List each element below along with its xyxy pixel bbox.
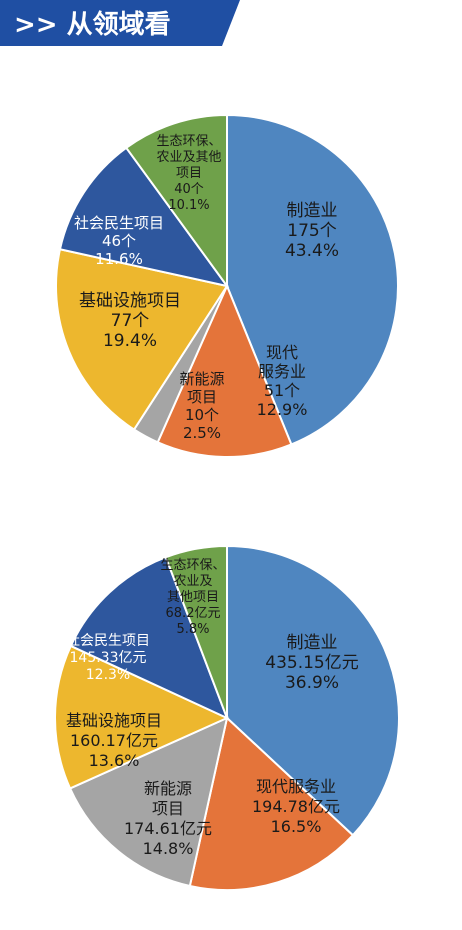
slice-label-line: 160.17亿元: [70, 731, 158, 750]
slice-label-line: 现代服务业: [256, 777, 336, 796]
slice-label-line: 51个: [264, 381, 300, 400]
slice-label-line: 16.5%: [271, 817, 322, 836]
slice-label-line: 生态环保、: [160, 558, 225, 573]
slice-label-line: 174.61亿元: [124, 819, 212, 838]
slice-label-line: 13.6%: [89, 751, 140, 770]
slice-label-line: 19.4%: [103, 331, 157, 351]
pie-slice-1: [226, 544, 400, 837]
slice-label-6: 生态环保、农业及其他项目 68.2亿元 5.8%: [160, 558, 225, 637]
banner-title: >> 从领域看: [14, 9, 171, 40]
slice-label-line: 现代: [266, 343, 298, 362]
slice-label-line: 46个: [102, 232, 136, 250]
slice-label-line: 77个: [111, 311, 150, 331]
slice-label-line: 12.9%: [257, 400, 308, 419]
slice-label-2: 现代服务业 51个 12.9%: [257, 343, 308, 419]
slice-label-line: 145.33亿元: [70, 650, 147, 666]
pie-slice-2: [188, 716, 355, 891]
slice-label-line: 制造业: [287, 633, 338, 653]
slice-label-3: 新能源项目 10个 2.5%: [179, 370, 224, 442]
slice-label-4: 基础设施项目 77个 19.4%: [79, 291, 181, 351]
slice-label-line: 基础设施项目: [79, 291, 181, 311]
pie-chart-count: 制造业 175个 43.4%现代服务业 51个 12.9%新能源项目 10个 2.5%基础设…: [55, 113, 399, 458]
slice-label-line: 10个: [185, 406, 219, 424]
slice-label-line: 175个: [287, 221, 336, 241]
pie-chart-investment: 制造业 435.15亿元 36.9%现代服务业 194.78亿元 16.5%新能源项目 1…: [54, 544, 400, 891]
slice-label-2: 现代服务业 194.78亿元 16.5%: [252, 777, 340, 836]
slice-label-line: 36.9%: [285, 673, 339, 693]
pie-slice-5: [58, 146, 230, 288]
slice-label-line: 新能源: [144, 779, 192, 798]
slice-label-6: 生态环保、农业及其他项目 40个 10.1%: [156, 134, 221, 213]
pie-slice-5: [69, 555, 229, 720]
slice-label-5: 社会民生项目 46个 11.6%: [74, 214, 164, 268]
pie-slice-4: [54, 644, 230, 790]
slice-label-line: 服务业: [258, 362, 306, 381]
pie-slice-2: [156, 283, 293, 458]
slice-label-line: 项目: [176, 166, 202, 181]
slice-label-line: 10.1%: [168, 198, 209, 213]
pie-slice-1: [226, 113, 399, 446]
pie-slice-6: [164, 544, 228, 719]
slice-label-line: 11.6%: [95, 250, 143, 268]
section-banner: >> 从领域看: [0, 0, 240, 46]
pie-slice-4: [55, 248, 229, 431]
slice-label-4: 基础设施项目 160.17亿元 13.6%: [66, 711, 162, 770]
slice-label-1: 制造业 435.15亿元 36.9%: [265, 633, 358, 693]
slice-label-1: 制造业 175个 43.4%: [285, 201, 339, 261]
slice-label-line: 农业及: [173, 574, 212, 589]
slice-label-line: 5.8%: [176, 622, 209, 637]
slice-label-line: 社会民生项目: [74, 214, 164, 232]
slice-label-line: 14.8%: [143, 839, 194, 858]
pie-slice-3: [68, 716, 229, 888]
slice-label-line: 435.15亿元: [265, 653, 358, 673]
slice-label-line: 农业及其他: [156, 150, 221, 165]
slice-label-line: 项目: [187, 388, 217, 406]
slice-label-line: 194.78亿元: [252, 797, 340, 816]
slice-label-line: 40个: [174, 182, 204, 197]
slice-label-line: 12.3%: [86, 667, 130, 683]
slice-label-line: 43.4%: [285, 241, 339, 261]
slice-label-line: 生态环保、: [156, 134, 221, 149]
slice-label-line: 制造业: [287, 201, 338, 221]
slice-label-5: 社会民生项目 145.33亿元 12.3%: [66, 633, 150, 683]
slice-label-line: 2.5%: [183, 424, 221, 442]
slice-label-line: 新能源: [179, 370, 224, 388]
slice-label-line: 其他项目: [167, 590, 219, 605]
slice-label-line: 68.2亿元: [166, 606, 221, 621]
pie-slice-6: [124, 113, 228, 290]
slice-label-3: 新能源项目 174.61亿元 14.8%: [124, 779, 212, 858]
slice-label-line: 项目: [152, 799, 184, 818]
slice-label-line: 基础设施项目: [66, 711, 162, 730]
slice-label-line: 社会民生项目: [66, 633, 150, 649]
banner-background: [0, 0, 240, 46]
